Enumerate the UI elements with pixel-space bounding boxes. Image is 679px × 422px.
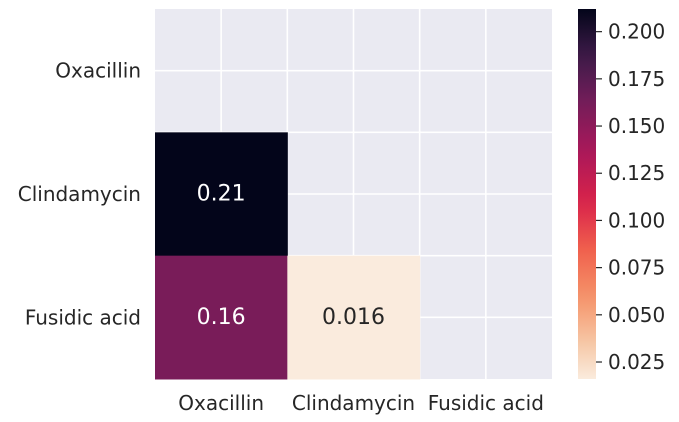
- cell-value-label: 0.016: [322, 305, 385, 330]
- colorbar-tick-label: 0.075: [608, 256, 665, 280]
- cell-value-label: 0.21: [197, 181, 246, 206]
- y-tick-label: Clindamycin: [18, 182, 141, 206]
- x-axis: Oxacillin Clindamycin Fusidic acid: [178, 391, 544, 415]
- colorbar-tick-label: 0.125: [608, 161, 665, 185]
- plot-area: 0.21 0.16 0.016: [155, 9, 552, 380]
- colorbar-tick-label: 0.150: [608, 114, 665, 138]
- y-tick-label: Oxacillin: [55, 59, 141, 83]
- colorbar-tick-label: 0.025: [608, 350, 665, 374]
- colorbar-tick-label: 0.175: [608, 67, 665, 91]
- colorbar-tick-label: 0.050: [608, 303, 665, 327]
- heatmap-cell: [155, 255, 288, 380]
- colorbar: 0.025 0.050 0.075 0.100 0.125 0.150 0.175 0.200: [578, 9, 665, 379]
- colorbar-tick-label: 0.200: [608, 20, 665, 44]
- heatmap-cell: [287, 255, 421, 380]
- heatmap-cell: [155, 132, 288, 257]
- x-tick-label: Oxacillin: [178, 391, 264, 415]
- colorbar-gradient: [578, 9, 596, 379]
- colorbar-tick-label: 0.100: [608, 208, 665, 232]
- y-axis: Oxacillin Clindamycin Fusidic acid: [18, 59, 141, 330]
- x-tick-label: Clindamycin: [292, 391, 415, 415]
- y-tick-label: Fusidic acid: [25, 305, 141, 329]
- cell-value-label: 0.16: [197, 305, 246, 330]
- x-tick-label: Fusidic acid: [428, 391, 544, 415]
